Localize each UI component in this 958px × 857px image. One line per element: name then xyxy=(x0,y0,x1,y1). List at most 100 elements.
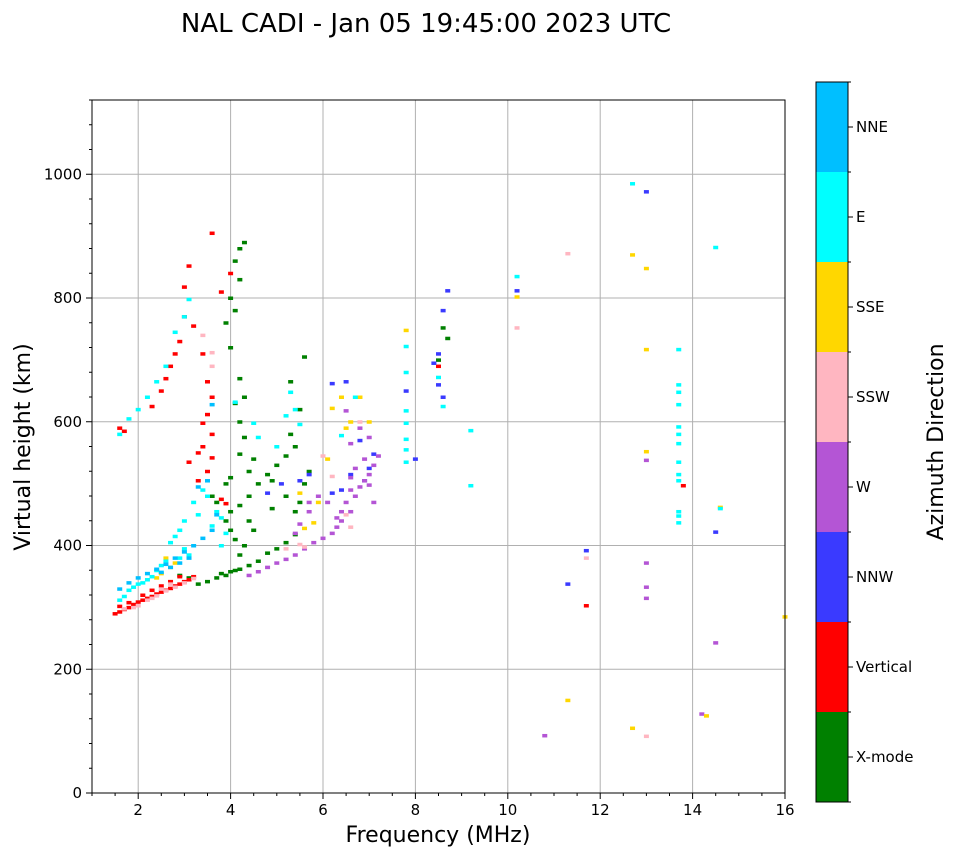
echo-mark-x-mode xyxy=(232,568,238,573)
echo-mark-w xyxy=(297,522,303,526)
echo-mark-e xyxy=(676,509,682,514)
echo-mark-e xyxy=(676,383,682,387)
echo-mark-nne xyxy=(117,587,123,591)
echo-mark-x-mode xyxy=(255,482,261,486)
echo-mark-e xyxy=(676,432,682,437)
echo-mark-ssw xyxy=(154,594,160,598)
echo-mark-w xyxy=(246,573,252,578)
y-tick-label: 800 xyxy=(53,289,82,307)
echo-mark-vertical xyxy=(149,594,155,599)
echo-mark-w xyxy=(348,475,354,480)
y-tick-label: 400 xyxy=(53,537,82,555)
echo-mark-w xyxy=(362,457,368,461)
echo-mark-e xyxy=(144,395,150,399)
echo-mark-nnw xyxy=(297,479,303,483)
colorbar-label: E xyxy=(856,208,865,226)
echo-mark-x-mode xyxy=(292,445,298,449)
echo-mark-w xyxy=(255,569,261,574)
echo-mark-e xyxy=(713,245,719,250)
y-tick-label: 1000 xyxy=(44,165,82,183)
echo-mark-w xyxy=(283,557,289,562)
echo-mark-vertical xyxy=(144,596,150,601)
echo-mark-e xyxy=(126,588,132,593)
echo-mark-e xyxy=(403,448,409,452)
echo-mark-nnw xyxy=(431,361,437,365)
echo-mark-ssw xyxy=(643,734,649,739)
echo-mark-sse xyxy=(643,347,649,352)
echo-mark-x-mode xyxy=(297,407,303,412)
echo-mark-x-mode xyxy=(228,569,234,574)
echo-mark-e xyxy=(172,330,178,335)
echo-mark-sse xyxy=(357,395,363,399)
echo-mark-nne xyxy=(195,485,201,489)
echo-mark-e xyxy=(181,519,187,523)
echo-mark-x-mode xyxy=(237,553,243,557)
x-axis-ticks: 2 4 6 8 10 12 14 16 xyxy=(91,793,795,819)
echo-mark-nnw xyxy=(348,472,354,477)
echo-mark-e xyxy=(676,472,682,477)
echo-mark-e xyxy=(209,524,215,528)
echo-mark-e xyxy=(403,370,409,375)
x-tick-label: 14 xyxy=(683,801,702,819)
echo-mark-ssw xyxy=(283,547,289,551)
echo-mark-ssw xyxy=(121,607,127,611)
echo-mark-nnw xyxy=(403,389,409,393)
echo-mark-nnw xyxy=(436,383,441,387)
echo-mark-e xyxy=(191,500,197,505)
echo-mark-nne xyxy=(144,571,150,576)
colorbar-label: SSW xyxy=(856,388,890,406)
echo-mark-vertical xyxy=(126,600,132,605)
echo-mark-ssw xyxy=(320,454,326,458)
echo-mark-vertical xyxy=(168,364,174,369)
echo-mark-vertical xyxy=(218,497,224,502)
echo-mark-w xyxy=(311,540,317,545)
echo-mark-vertical xyxy=(121,429,127,434)
echo-mark-e xyxy=(186,553,192,557)
echo-mark-e xyxy=(135,582,141,586)
echo-mark-w xyxy=(265,565,271,570)
echo-mark-nne xyxy=(209,528,215,533)
echo-mark-w xyxy=(643,458,649,463)
echo-mark-x-mode xyxy=(195,582,201,586)
echo-mark-nnw xyxy=(278,482,284,486)
colorbar-label: W xyxy=(856,478,871,496)
echo-mark-ssw xyxy=(131,605,137,610)
echo-mark-w xyxy=(643,585,649,589)
echo-mark-vertical xyxy=(191,574,197,579)
colorbar-swatch-sse xyxy=(816,262,848,352)
echo-mark-x-mode xyxy=(246,563,252,568)
echo-mark-w xyxy=(371,500,377,505)
colorbar-swatch-x-mode xyxy=(816,712,848,802)
echo-mark-e xyxy=(144,578,150,582)
colorbar-swatch-vertical xyxy=(816,622,848,712)
echo-mark-e xyxy=(154,380,160,384)
echo-mark-vertical xyxy=(205,380,210,384)
echo-mark-e xyxy=(468,428,474,433)
echo-mark-x-mode xyxy=(228,509,234,514)
echo-mark-e xyxy=(181,315,187,319)
echo-mark-ssw xyxy=(329,474,335,479)
grid-lines xyxy=(92,100,786,793)
echo-mark-x-mode xyxy=(246,469,252,474)
echo-mark-e xyxy=(232,400,238,404)
echo-mark-e xyxy=(338,433,344,438)
echo-mark-x-mode xyxy=(251,528,257,533)
echo-mark-e xyxy=(676,460,682,464)
echo-mark-w xyxy=(348,509,354,514)
echo-mark-x-mode xyxy=(269,479,275,483)
echo-mark-x-mode xyxy=(436,358,441,362)
echo-mark-e xyxy=(468,483,474,488)
echo-mark-nne xyxy=(158,570,164,575)
echo-mark-w xyxy=(357,426,363,430)
echo-mark-vertical xyxy=(209,432,215,437)
echo-mark-nne xyxy=(168,565,174,570)
echo-mark-x-mode xyxy=(232,308,238,313)
echo-mark-e xyxy=(126,417,132,421)
x-tick-label: 8 xyxy=(411,801,421,819)
echo-mark-x-mode xyxy=(265,551,271,555)
echo-mark-e xyxy=(676,521,682,525)
echo-mark-x-mode xyxy=(214,500,220,505)
echo-mark-x-mode xyxy=(223,519,229,523)
colorbar-label: NNE xyxy=(856,118,888,136)
echo-mark-nnw xyxy=(643,190,649,194)
